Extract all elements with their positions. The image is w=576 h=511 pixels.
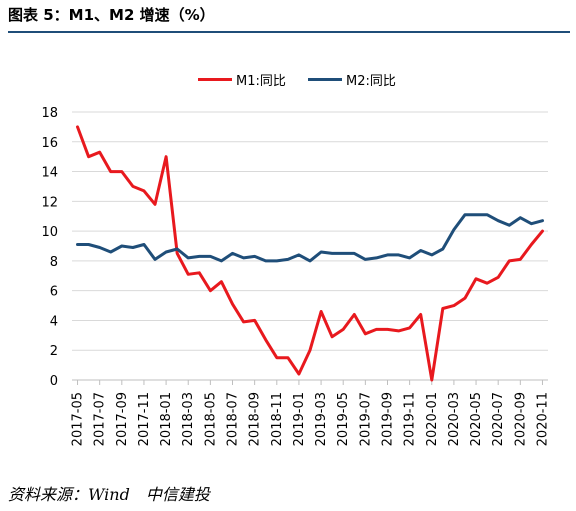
x-tick-label-2017-09: 2017-09 <box>115 392 130 446</box>
x-tick-label-2018-05: 2018-05 <box>203 392 218 446</box>
y-tick-label-14: 14 <box>41 166 58 181</box>
y-tick-label-10: 10 <box>41 225 58 240</box>
x-tick-label-2019-01: 2019-01 <box>292 392 307 446</box>
x-tick-label-2017-11: 2017-11 <box>137 392 152 446</box>
legend-item-m1: M1:同比 <box>198 70 286 89</box>
x-tick-label-2018-07: 2018-07 <box>226 392 241 446</box>
y-tick-label-6: 6 <box>50 285 58 300</box>
x-tick-label-2018-03: 2018-03 <box>181 392 196 446</box>
x-tick-label-2020-09: 2020-09 <box>513 392 528 446</box>
title-underline <box>8 31 570 33</box>
series-line-m2 <box>76 213 544 263</box>
figure-title: 图表 5：M1、M2 增速（%） <box>8 6 215 24</box>
x-tick-label-2018-01: 2018-01 <box>159 392 174 446</box>
x-axis-ticks: 2017-05 2017-07 2017-09 2017-11 2018-01 2018-… <box>71 380 550 446</box>
y-tick-label-2: 2 <box>50 344 58 359</box>
y-axis-ticks: 0 2 4 6 8 10 12 14 16 18 <box>41 106 58 389</box>
chart-legend: M1:同比 M2:同比 <box>0 70 576 90</box>
x-tick-label-2020-03: 2020-03 <box>447 392 462 446</box>
legend-item-m2: M2:同比 <box>308 70 396 89</box>
y-tick-label-4: 4 <box>50 314 58 329</box>
series-lines <box>76 125 544 382</box>
y-tick-label-18: 18 <box>41 106 58 121</box>
x-tick-label-2020-05: 2020-05 <box>469 392 484 446</box>
legend-label-m1: M1:同比 <box>236 74 286 89</box>
x-tick-label-2018-11: 2018-11 <box>270 392 285 446</box>
y-tick-label-16: 16 <box>41 136 58 151</box>
gridlines <box>72 111 548 351</box>
x-tick-label-2020-07: 2020-07 <box>491 392 506 446</box>
x-tick-label-2019-03: 2019-03 <box>314 392 329 446</box>
x-tick-label-2020-11: 2020-11 <box>535 392 550 446</box>
series-line-m1 <box>76 125 544 382</box>
legend-swatch-m2 <box>308 78 342 81</box>
y-tick-label-8: 8 <box>50 255 58 270</box>
x-tick-label-2019-11: 2019-11 <box>403 392 418 446</box>
x-tick-label-2018-09: 2018-09 <box>248 392 263 446</box>
legend-swatch-m1 <box>198 78 232 81</box>
x-tick-label-2019-07: 2019-07 <box>358 392 373 446</box>
x-tick-label-2020-01: 2020-01 <box>425 392 440 446</box>
y-tick-label-0: 0 <box>50 374 58 389</box>
x-tick-label-2019-09: 2019-09 <box>380 392 395 446</box>
x-tick-label-2017-07: 2017-07 <box>93 392 108 446</box>
x-tick-label-2019-05: 2019-05 <box>336 392 351 446</box>
x-tick-label-2017-05: 2017-05 <box>71 392 86 446</box>
y-tick-label-12: 12 <box>41 195 58 210</box>
source-note: 资料来源：Wind 中信建投 <box>8 485 210 504</box>
legend-label-m2: M2:同比 <box>346 74 396 89</box>
